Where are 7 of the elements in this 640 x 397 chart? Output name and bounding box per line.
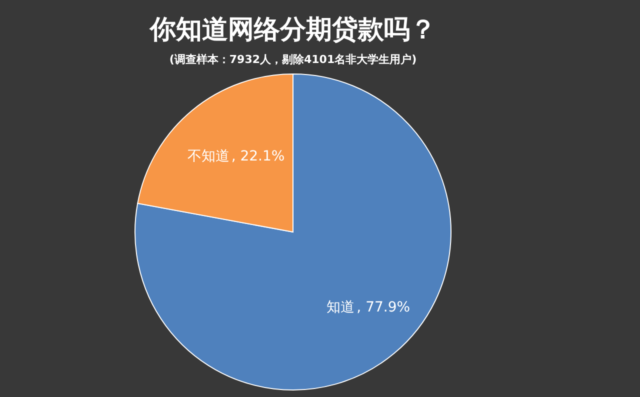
data-label: , 77.9% xyxy=(356,299,410,316)
chart-subtitle: (调查样本：7932人，剔除4101名非大学生用户) xyxy=(169,53,417,66)
chart-title: 你知道网络分期贷款吗？ xyxy=(149,15,436,45)
data-label: , 22.1% xyxy=(231,148,285,165)
pie-slice xyxy=(134,74,452,390)
slice-label: 不知道 xyxy=(187,148,230,165)
slice-label: 知道 xyxy=(326,299,355,316)
